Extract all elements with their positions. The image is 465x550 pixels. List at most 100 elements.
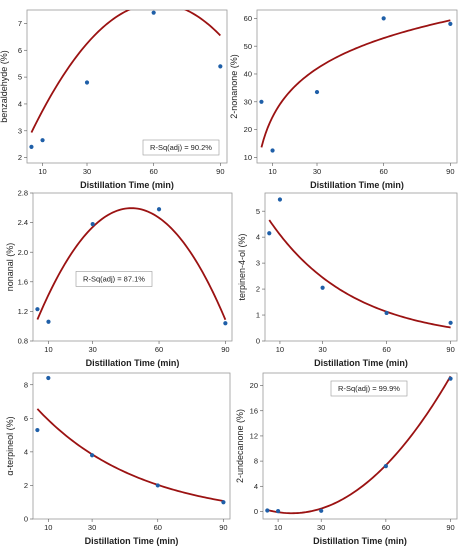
data-point — [448, 320, 453, 325]
y-axis-label: α-terpineol (%) — [5, 416, 15, 475]
y-axis-label: nonanal (%) — [5, 243, 15, 292]
x-tick-label: 10 — [38, 167, 46, 176]
data-point — [270, 148, 275, 153]
data-point — [40, 138, 45, 143]
x-tick-label: 30 — [318, 345, 326, 354]
annotation-box — [142, 139, 220, 156]
data-point — [221, 500, 226, 505]
y-tick-label: 1.2 — [18, 307, 28, 316]
x-tick-label: 90 — [219, 523, 227, 532]
x-tick-label: 60 — [382, 523, 390, 532]
x-axis-label: Distillation Time (min) — [80, 180, 174, 190]
y-tick-label: 3 — [256, 259, 260, 268]
chart-panel-6: 10 30 60 90 0 4 8 12 16 20 Distillation Time (min)… — [235, 372, 458, 546]
y-tick-label: 2 — [24, 481, 28, 490]
y-tick-label: 8 — [24, 380, 28, 389]
data-point — [156, 207, 162, 212]
data-point — [151, 10, 156, 15]
y-tick-label: 16 — [250, 406, 258, 415]
x-tick-label: 10 — [268, 167, 276, 176]
fit-curve — [30, 10, 221, 133]
annotation-box — [75, 271, 153, 287]
data-point — [35, 427, 40, 433]
x-axis-label: Distillation Time (min) — [314, 358, 408, 368]
y-tick-label: 60 — [244, 14, 252, 23]
y-tick-label: 50 — [244, 42, 252, 51]
x-tick-label: 90 — [446, 167, 454, 176]
y-tick-label: 5 — [256, 207, 260, 216]
data-point — [320, 285, 325, 290]
x-tick-label: 30 — [89, 345, 97, 354]
annotation-box — [330, 380, 408, 397]
data-point — [90, 221, 95, 227]
y-tick-label: 10 — [244, 153, 252, 162]
plot-frame — [256, 9, 458, 164]
fit-curve — [36, 207, 227, 321]
y-tick-label: 2 — [18, 153, 22, 162]
x-tick-label: 30 — [83, 167, 91, 176]
data-point — [84, 80, 90, 85]
chart-panel-3: 10 30 60 90 0.8 1.2 1.6 2.0 2.4 2.8 Distillation T… — [5, 189, 233, 368]
data-point — [223, 321, 228, 326]
y-tick-label: 40 — [244, 70, 252, 79]
y-tick-label: 1.6 — [18, 277, 28, 286]
fit-curve — [36, 408, 224, 502]
y-tick-label: 20 — [244, 125, 252, 134]
data-point — [319, 508, 324, 513]
x-tick-label: 60 — [149, 167, 157, 176]
x-tick-label: 10 — [44, 523, 52, 532]
data-point — [381, 16, 386, 21]
x-tick-label: 90 — [446, 523, 454, 532]
y-tick-label: 12 — [250, 432, 258, 441]
y-tick-label: 4 — [256, 233, 260, 242]
y-tick-label: 1 — [256, 311, 260, 320]
x-tick-label: 30 — [88, 523, 96, 532]
y-tick-label: 2 — [256, 285, 260, 294]
y-tick-label: 7 — [18, 19, 22, 28]
data-point — [314, 89, 320, 95]
plot-frame — [32, 192, 233, 342]
x-axis-label: Distillation Time (min) — [85, 536, 179, 546]
y-tick-label: 4 — [254, 482, 258, 491]
y-tick-label: 4 — [24, 447, 28, 456]
y-tick-label: 0 — [24, 515, 28, 524]
data-point — [448, 21, 453, 27]
annotation-text: R-Sq(adj) = 87.1% — [83, 274, 145, 283]
x-axis-label: Distillation Time (min) — [310, 180, 404, 190]
y-tick-label: 6 — [18, 46, 22, 55]
data-point — [90, 453, 95, 458]
y-tick-label: 4 — [18, 100, 22, 109]
chart-panel-2: 10 30 60 90 10 20 30 40 50 60 Distillation Time (m… — [229, 9, 458, 190]
x-tick-label: 90 — [216, 167, 224, 176]
plot-frame — [264, 192, 458, 342]
plot-frame — [32, 372, 231, 520]
fit-curve — [268, 219, 451, 329]
data-point — [384, 310, 389, 316]
x-axis-label: Distillation Time (min) — [86, 358, 180, 368]
y-tick-label: 0 — [254, 507, 258, 516]
x-tick-label: 10 — [274, 523, 282, 532]
y-tick-label: 2.8 — [18, 189, 28, 198]
y-tick-label: 30 — [244, 97, 252, 106]
data-point — [155, 483, 160, 488]
data-point — [46, 319, 51, 324]
chart-panel-1: 10 30 60 90 2 3 4 5 6 7 Distillation Time (min) ben… — [0, 9, 228, 190]
x-tick-label: 30 — [313, 167, 321, 176]
y-axis-label: 2-nonanone (%) — [229, 54, 239, 119]
annotation-text: R-Sq(adj) = 90.2% — [150, 143, 212, 152]
y-tick-label: 3 — [18, 126, 22, 135]
annotation-text: R-Sq(adj) = 99.9% — [338, 384, 400, 393]
data-point — [275, 509, 281, 514]
data-point — [265, 508, 270, 513]
data-point — [277, 197, 283, 202]
data-point — [259, 99, 264, 104]
fit-curve — [260, 19, 451, 148]
x-tick-label: 90 — [221, 345, 229, 354]
data-point — [35, 307, 40, 312]
chart-panel-4: 10 30 60 90 0 1 2 3 4 5 Distillation Time (min) ter… — [237, 192, 458, 368]
data-point — [29, 144, 34, 149]
chart-panel-5: 10 30 60 90 0 2 4 6 8 Distillation Time (min) α-te… — [5, 372, 231, 546]
y-tick-label: 2.4 — [18, 218, 28, 227]
y-tick-label: 8 — [254, 457, 258, 466]
